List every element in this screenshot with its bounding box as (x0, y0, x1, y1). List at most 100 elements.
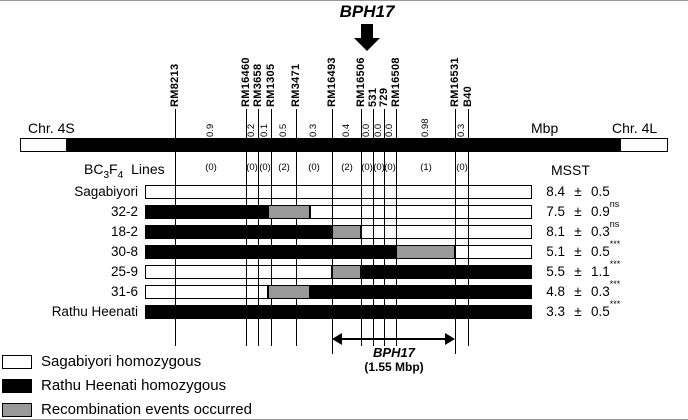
interval-recombinant-count: (0) (308, 162, 320, 173)
msst-mean: 8.4 (546, 184, 565, 199)
genotype-segment-black (145, 205, 268, 219)
msst-significance: ns (609, 199, 620, 209)
interval-recombinant-count: (0) (373, 162, 385, 173)
genotype-segment-gray (268, 205, 310, 219)
interval-recombinant-count: (0) (259, 162, 271, 173)
interval-distance-label: 0.4 (341, 123, 352, 137)
genotype-segment-gray (332, 225, 361, 239)
msst-value: 5.5 ±1.1 *** (537, 259, 621, 280)
msst-column-header: MSST (551, 162, 590, 178)
genotype-segment-white (361, 225, 532, 239)
genotype-segment-gray (268, 285, 310, 299)
marker-line (384, 109, 385, 346)
population-sub1: 3 (103, 169, 110, 181)
population-sub2: 4 (117, 169, 124, 181)
genotype-segment-white (455, 245, 532, 259)
interval-recombinant-count: (2) (341, 162, 353, 173)
chromosome-left-arm-label: Chr. 4S (28, 120, 75, 136)
genotype-segment-white (145, 185, 532, 199)
plus-minus-sign: ± (574, 244, 582, 259)
interval-recombinant-count: (0) (205, 162, 217, 173)
mbp-unit-label: Mbp (531, 120, 559, 136)
marker-label: RM1305 (265, 63, 277, 107)
interval-distance-label: 0.3 (308, 123, 319, 137)
legend-swatch-white (2, 354, 32, 369)
line-name-label: 31-6 (110, 284, 138, 299)
legend-swatch-gray (2, 402, 32, 417)
msst-sd: 0.3 (591, 284, 610, 299)
legend-item: Rathu Heenati homozygous (2, 377, 226, 394)
marker-label: RM16493 (326, 57, 338, 107)
interval-distance-label: 0.5 (278, 123, 289, 137)
interval-recombinant-count: (0) (246, 162, 258, 173)
marker-line (455, 109, 456, 354)
msst-sd: 1.1 (591, 264, 610, 279)
genotype-segment-white (145, 285, 268, 299)
target-region-arrow-right-icon (445, 333, 455, 345)
line-name-label: 32-2 (110, 204, 138, 219)
plus-minus-sign: ± (574, 304, 582, 319)
genotype-segment-black (145, 245, 396, 259)
interval-distance-label: 0.0 (361, 123, 372, 137)
msst-significance: *** (609, 239, 621, 249)
marker-line (396, 109, 397, 346)
msst-significance: *** (609, 259, 621, 269)
genotype-segment-gray (396, 245, 455, 259)
msst-mean: 3.3 (546, 304, 565, 319)
msst-mean: 5.1 (546, 244, 565, 259)
down-arrow-icon (361, 24, 373, 38)
chromosome-right-arm-label: Chr. 4L (612, 120, 658, 136)
msst-value: 7.5 ±0.9 ns (537, 199, 620, 220)
legend-item: Sagabiyori homozygous (2, 353, 201, 370)
target-region-size-label: (1.55 Mbp) (364, 360, 424, 374)
chromosome-cap-right (621, 139, 667, 151)
genotype-segment-black (145, 225, 332, 239)
msst-sd: 0.3 (591, 224, 610, 239)
line-name-label: 25-9 (110, 264, 138, 279)
msst-mean: 4.8 (546, 284, 565, 299)
plus-minus-sign: ± (574, 204, 582, 219)
msst-sd: 0.5 (591, 304, 610, 319)
population-label: BC3F4 Lines (84, 161, 165, 184)
legend-label: Sagabiyori homozygous (41, 353, 202, 370)
line-name-label: 18-2 (110, 224, 138, 239)
line-name-label: 30-8 (110, 244, 138, 259)
msst-significance: ns (609, 219, 620, 229)
population-mid: F (109, 161, 118, 177)
marker-label: RM16531 (449, 57, 461, 107)
chromosome-bar (20, 138, 668, 152)
gene-title: BPH17 (339, 2, 395, 21)
interval-distance-label: 0.2 (246, 123, 257, 137)
msst-value: 8.4 ±0.5 (537, 184, 610, 200)
interval-distance-label: 0.9 (205, 123, 216, 137)
interval-distance-label: 0.1 (259, 123, 270, 137)
msst-sd: 0.5 (591, 184, 610, 199)
interval-distance-label: 0.98 (420, 118, 431, 138)
interval-recombinant-count: (1) (420, 162, 432, 173)
genotype-segment-white (310, 205, 532, 219)
marker-line (373, 109, 374, 346)
population-prefix: BC (84, 161, 104, 177)
genotype-segment-black (310, 285, 532, 299)
legend-swatch-black (2, 378, 32, 393)
interval-recombinant-count: (0) (456, 162, 468, 173)
msst-value: 4.8 ±0.3 *** (537, 280, 620, 300)
msst-value: 5.1 ±0.5 *** (537, 239, 621, 260)
marker-label: B40 (462, 85, 474, 107)
marker-label: RM16508 (390, 57, 402, 107)
marker-line (468, 109, 469, 346)
msst-mean: 8.1 (546, 224, 565, 239)
msst-mean: 5.5 (546, 264, 565, 279)
interval-recombinant-count: (0) (384, 162, 396, 173)
genotype-segment-black (361, 265, 532, 279)
msst-sd: 0.9 (591, 204, 610, 219)
interval-recombinant-count: (0) (361, 162, 373, 173)
interval-distance-label: 0.3 (456, 123, 467, 137)
line-name-label: Rathu Heenati (51, 304, 138, 319)
legend-label: Recombination events occurred (41, 401, 252, 418)
genotype-segment-white (145, 265, 332, 279)
interval-distance-label: 0.0 (384, 123, 395, 137)
target-region-arrow-line (340, 338, 446, 340)
plus-minus-sign: ± (574, 284, 582, 299)
